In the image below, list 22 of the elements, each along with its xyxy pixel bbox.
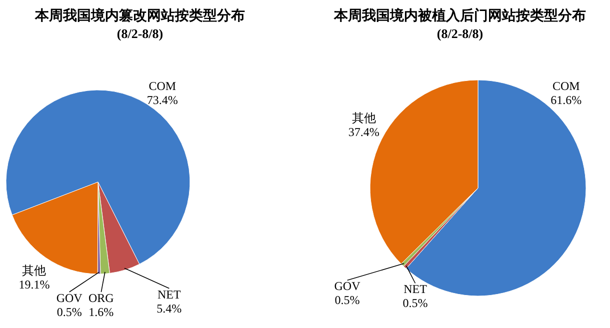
slice-label: 其他 (352, 111, 376, 126)
chart-subtitle: (8/2-8/8) (116, 26, 164, 41)
data-label: 1.6% (88, 305, 114, 319)
slice-label: NET (404, 282, 428, 296)
data-label: 73.4% (146, 93, 178, 108)
slice-label: ORG (88, 291, 114, 305)
slice-label: 其他 (22, 263, 46, 278)
data-label: 19.1% (18, 277, 50, 292)
data-label: 0.5% (402, 296, 428, 310)
chart-title: 本周我国境内篡改网站按类型分布 (34, 7, 245, 24)
slice-label: GOV (334, 279, 361, 294)
data-label: 61.6% (550, 93, 582, 108)
data-label: 37.4% (348, 125, 380, 140)
slice-label: GOV (56, 291, 83, 305)
slice-label: COM (148, 79, 176, 94)
chart-title: 本周我国境内被植入后门网站按类型分布 (333, 7, 586, 24)
slice-label: NET (158, 287, 182, 302)
data-label: 0.5% (56, 305, 82, 319)
slice-label: COM (552, 79, 580, 94)
data-label: 5.4% (156, 301, 182, 316)
data-label: 0.5% (334, 293, 360, 308)
chart-subtitle: (8/2-8/8) (436, 26, 484, 41)
